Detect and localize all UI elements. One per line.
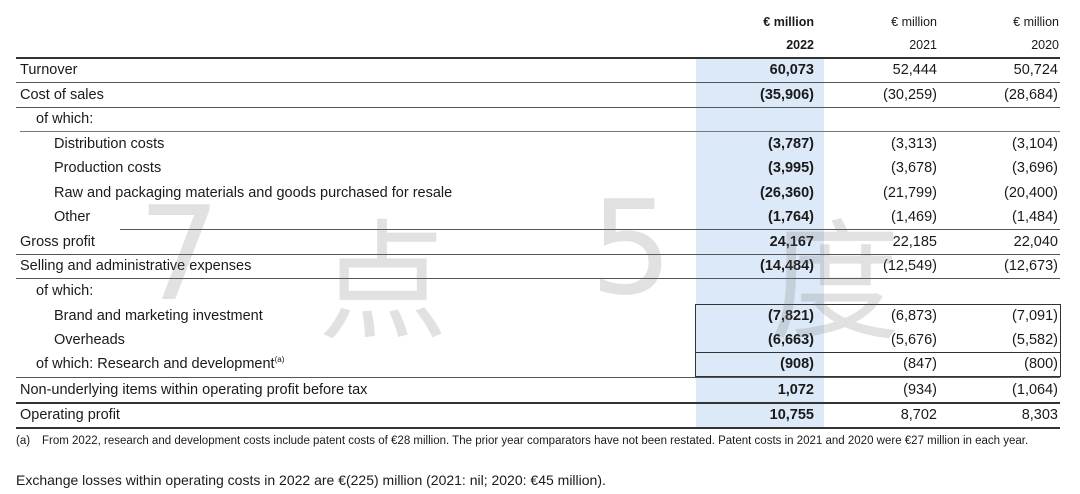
- value-2020: (1,484): [1012, 209, 1058, 225]
- table-row: Other (1,764) (1,469) (1,484): [16, 205, 1060, 229]
- value-2021: 8,702: [900, 407, 937, 423]
- total-rule: [16, 402, 1060, 404]
- row-rule: [20, 131, 1060, 132]
- value-2021: (12,549): [882, 258, 937, 274]
- value-2021: 22,185: [892, 234, 937, 250]
- value-2022: (908): [780, 356, 814, 372]
- table-row: Cost of sales (35,906) (30,259) (28,684): [16, 83, 1060, 107]
- col-2022-year: 2022: [786, 38, 814, 52]
- col-2021-unit: € million: [891, 15, 937, 29]
- value-2022: 1,072: [777, 382, 814, 398]
- col-2022-unit: € million: [763, 15, 814, 29]
- table-row: Brand and marketing investment (7,821) (…: [16, 304, 1060, 328]
- value-2022: (1,764): [768, 209, 814, 225]
- marketing-overheads-box: [695, 304, 1061, 377]
- row-label: Selling and administrative expenses: [20, 258, 252, 274]
- row-rule: [16, 107, 1060, 108]
- table-row: of which: Research and development(a) (9…: [16, 352, 1060, 376]
- row-rule: [16, 377, 1060, 378]
- row-rule: [16, 254, 1060, 255]
- row-label: of which:: [36, 111, 94, 127]
- value-2020: 50,724: [1013, 62, 1058, 78]
- row-label: Turnover: [20, 62, 78, 78]
- value-2020: (28,684): [1003, 87, 1058, 103]
- value-2021: (3,313): [891, 136, 937, 152]
- value-2021: (847): [903, 356, 937, 372]
- footnote-marker-label: (a): [16, 435, 31, 447]
- footnote-text: From 2022, research and development cost…: [42, 435, 1029, 447]
- bottom-rule: [16, 427, 1060, 429]
- col-2020-unit: € million: [1013, 15, 1059, 29]
- table-row: of which:: [16, 279, 1060, 303]
- table-row: Turnover 60,073 52,444 50,724: [16, 58, 1060, 82]
- value-2022: (7,821): [768, 308, 814, 324]
- table-row: Selling and administrative expenses (14,…: [16, 254, 1060, 278]
- value-2020: (5,582): [1012, 332, 1058, 348]
- value-2021: 52,444: [892, 62, 937, 78]
- row-rule: [16, 82, 1060, 83]
- table-row: Production costs (3,995) (3,678) (3,696): [16, 156, 1060, 180]
- exchange-losses-note: Exchange losses within operating costs i…: [16, 472, 606, 488]
- highlight-2022-column: [696, 59, 824, 429]
- value-2022: (3,787): [768, 136, 814, 152]
- row-rule: [16, 278, 1060, 279]
- row-label: Cost of sales: [20, 87, 104, 103]
- table-row: Operating profit 10,755 8,702 8,303: [16, 403, 1060, 427]
- value-2022: (6,663): [768, 332, 814, 348]
- watermark-char: 7: [138, 178, 221, 330]
- value-2020: (3,104): [1012, 136, 1058, 152]
- value-2020: (7,091): [1012, 308, 1058, 324]
- row-label: Other: [54, 209, 91, 225]
- row-label-text: of which: Research and development: [36, 356, 275, 372]
- value-2020: (12,673): [1003, 258, 1058, 274]
- value-2020: (3,696): [1012, 160, 1058, 176]
- value-2022: (35,906): [759, 87, 814, 103]
- table-row: Non-underlying items within operating pr…: [16, 378, 1060, 402]
- value-2020: (800): [1024, 356, 1058, 372]
- row-label: Overheads: [54, 332, 125, 348]
- row-label: Operating profit: [20, 407, 120, 423]
- value-2020: 22,040: [1013, 234, 1058, 250]
- subtotal-rule: [120, 229, 1060, 230]
- table-row: Distribution costs (3,787) (3,313) (3,10…: [16, 132, 1060, 156]
- row-label: Raw and packaging materials and goods pu…: [54, 185, 453, 201]
- table-row: Overheads (6,663) (5,676) (5,582): [16, 328, 1060, 352]
- value-2021: (3,678): [891, 160, 937, 176]
- row-label: of which:: [36, 283, 94, 299]
- value-2022: (14,484): [759, 258, 814, 274]
- table-row: Raw and packaging materials and goods pu…: [16, 181, 1060, 205]
- watermark-char: 5: [590, 172, 673, 324]
- value-2022: (26,360): [759, 185, 814, 201]
- value-2022: 10,755: [769, 407, 814, 423]
- value-2020: 8,303: [1021, 407, 1058, 423]
- value-2020: (20,400): [1003, 185, 1058, 201]
- watermark-char: 点: [318, 207, 449, 359]
- col-2020-year: 2020: [1031, 38, 1059, 52]
- watermark-char: 度: [770, 207, 901, 359]
- header-rule: [16, 57, 1060, 59]
- value-2022: 24,167: [769, 234, 814, 250]
- table-row: Gross profit 24,167 22,185 22,040: [16, 230, 1060, 254]
- row-label: Production costs: [54, 160, 162, 176]
- value-2021: (934): [903, 382, 937, 398]
- value-2021: (6,873): [891, 308, 937, 324]
- value-2020: (1,064): [1012, 382, 1058, 398]
- value-2021: (30,259): [882, 87, 937, 103]
- value-2021: (5,676): [891, 332, 937, 348]
- row-label: Non-underlying items within operating pr…: [20, 382, 368, 398]
- value-2021: (1,469): [891, 209, 937, 225]
- value-2022: 60,073: [769, 62, 814, 78]
- value-2021: (21,799): [882, 185, 937, 201]
- col-2021-year: 2021: [909, 38, 937, 52]
- footnote-marker: (a): [274, 355, 285, 365]
- row-label: Gross profit: [20, 234, 95, 250]
- value-2022: (3,995): [768, 160, 814, 176]
- row-label: Distribution costs: [54, 136, 165, 152]
- table-row: of which:: [16, 107, 1060, 131]
- row-label: of which: Research and development(a): [36, 352, 284, 376]
- row-label: Brand and marketing investment: [54, 308, 263, 324]
